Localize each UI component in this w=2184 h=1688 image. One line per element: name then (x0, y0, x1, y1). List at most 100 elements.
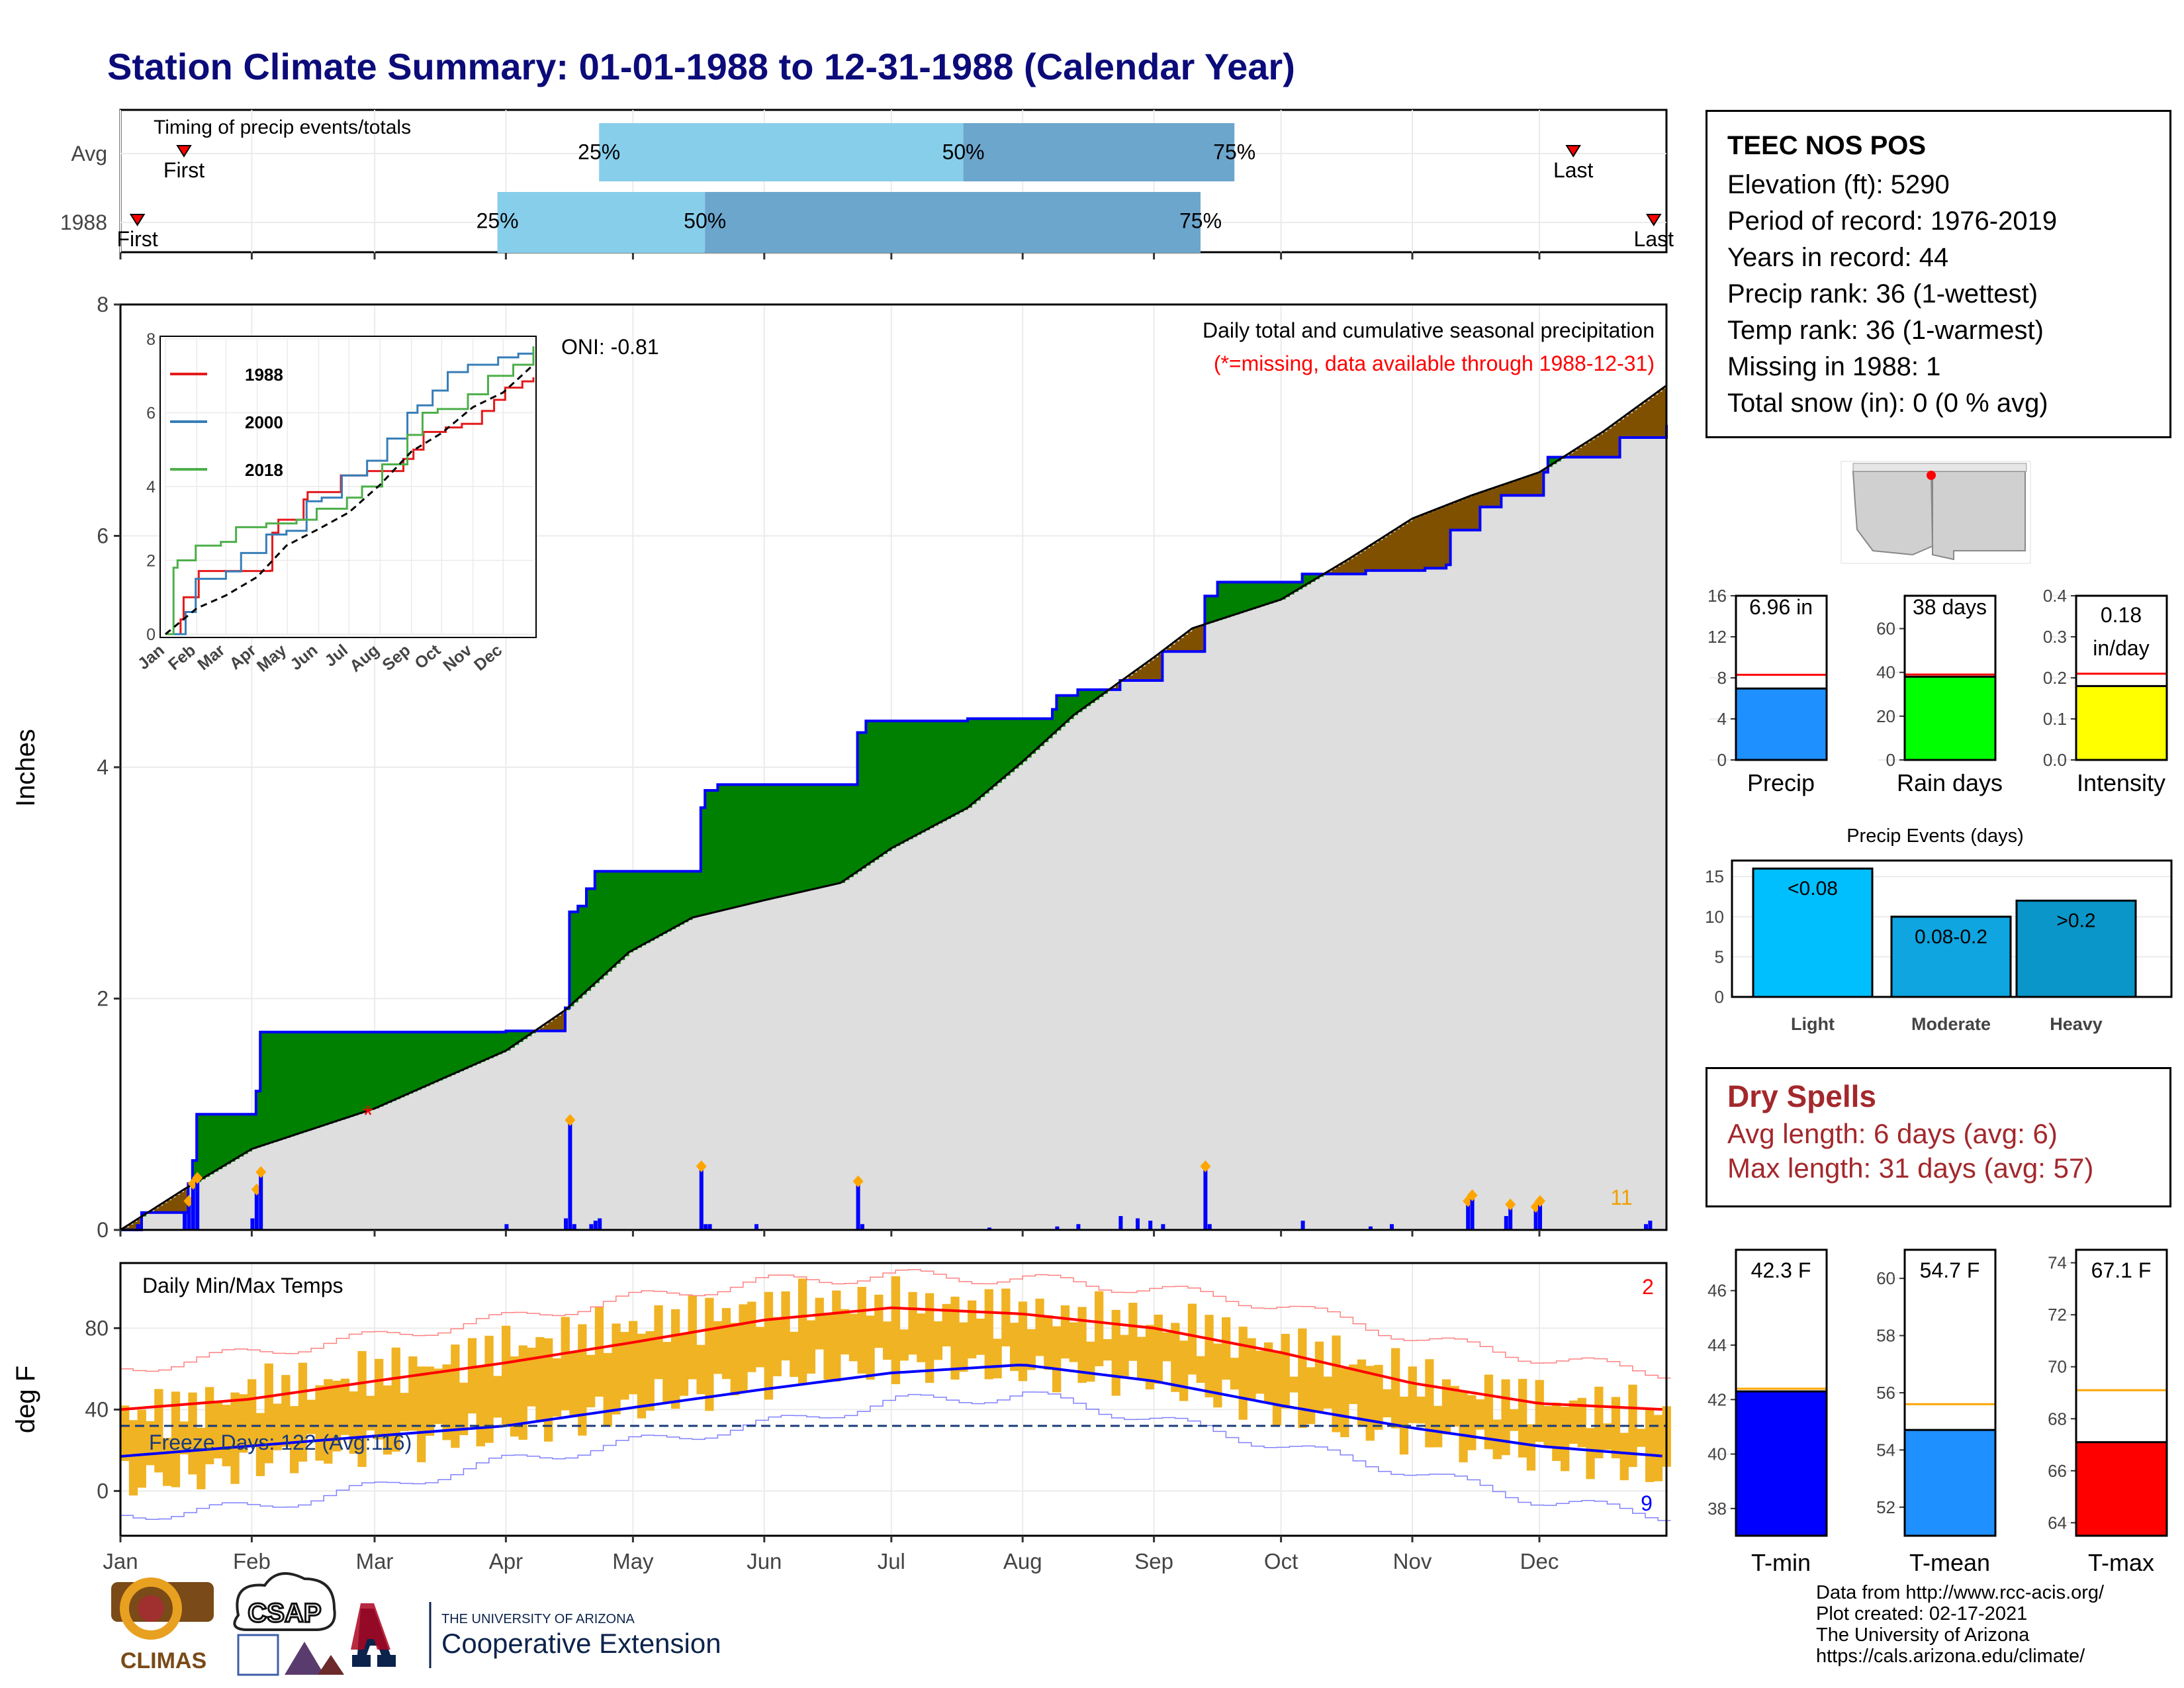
above-avg-segment (480, 1032, 485, 1062)
above-avg-segment (747, 784, 752, 905)
daily-temp-range-bar (408, 1356, 418, 1431)
above-avg-segment (946, 721, 951, 820)
daily-precip-bar (704, 1224, 708, 1230)
oni-label: ONI: -0.81 (561, 335, 659, 359)
daily-precip-bar (589, 1224, 594, 1230)
below-avg-segment (1611, 425, 1616, 457)
daily-temp-range-bar (1205, 1315, 1214, 1397)
above-avg-segment (1306, 574, 1311, 585)
above-avg-segment (421, 1032, 426, 1088)
above-avg-segment (315, 1032, 320, 1129)
above-avg-segment (954, 721, 960, 815)
daily-temp-range-bar (603, 1352, 612, 1427)
daily-temp-range-bar (857, 1287, 866, 1374)
above-avg-segment (213, 1114, 218, 1172)
above-avg-segment (383, 1032, 388, 1105)
above-avg-segment (603, 871, 608, 976)
above-avg-segment (696, 871, 702, 917)
above-avg-segment (1205, 596, 1210, 625)
summary-bar-frame (2075, 1248, 2168, 1537)
above-avg-segment (883, 721, 887, 855)
daily-temp-range-bar (493, 1376, 502, 1418)
daily-temp-range-bar (654, 1305, 663, 1380)
daily-temp-range-bar (188, 1392, 197, 1475)
daily-temp-range-bar (629, 1321, 638, 1395)
daily-temp-range-bar (1230, 1358, 1240, 1390)
daily-temp-range-bar (730, 1323, 739, 1395)
precip-subtitle: (*=missing, data available through 1988-… (1214, 352, 1655, 375)
above-avg-segment (484, 1032, 490, 1060)
below-avg-segment (1179, 637, 1184, 652)
daily-temp-range-bar (1171, 1323, 1180, 1392)
daily-temp-range-bar (502, 1325, 511, 1425)
daily-temp-range-bar (400, 1393, 409, 1431)
above-avg-segment (361, 1032, 367, 1113)
credits-line: Data from http://www.rcc-acis.org/ (1816, 1582, 2105, 1603)
month-label: Jun (747, 1549, 782, 1573)
below-avg-segment (124, 1227, 130, 1230)
above-avg-segment (925, 721, 930, 831)
above-avg-segment (1001, 718, 1007, 780)
tmax-record-line (120, 1269, 1671, 1379)
below-avg-segment (1637, 406, 1642, 438)
above-avg-segment (620, 871, 625, 961)
summary-ytick-label: 16 (1707, 586, 1727, 606)
temp-bar (1735, 1390, 1828, 1537)
above-avg-segment (798, 784, 803, 893)
above-avg-segment (226, 1114, 231, 1164)
above-avg-segment (573, 912, 578, 1003)
daily-temp-range-bar (1196, 1356, 1205, 1383)
timing-label-50: 50% (684, 209, 726, 232)
total-value-label: 6.96 in (1749, 595, 1813, 619)
below-avg-segment (1531, 475, 1536, 496)
above-avg-segment (811, 784, 816, 890)
inset-ytick-label: 6 (146, 404, 156, 423)
events-bar-label: >0.2 (2056, 910, 2095, 932)
above-avg-segment (599, 871, 604, 980)
daily-temp-range-bar (1425, 1359, 1434, 1448)
below-avg-segment (1387, 534, 1392, 571)
above-avg-segment (790, 784, 795, 895)
events-panel: Precip Events (days) 0 5 10 15 <0.08 Light 0.0… (1705, 825, 2173, 1046)
above-avg-segment (700, 808, 705, 916)
station-info-line: Elevation (ft): 5290 (1727, 170, 1950, 199)
summary-ytick-label: 60 (1876, 619, 1895, 639)
credits: Data from http://www.rcc-acis.org/ Plot … (1816, 1582, 2104, 1667)
summary-ytick-label: 46 (1707, 1281, 1727, 1301)
below-avg-segment (1175, 641, 1180, 652)
daily-temp-range-bar (1247, 1338, 1256, 1399)
below-avg-segment (1476, 494, 1480, 530)
above-avg-segment (1023, 718, 1028, 762)
daily-temp-range-bar (925, 1293, 934, 1383)
daily-precip-bar (250, 1218, 255, 1230)
above-avg-segment (324, 1032, 329, 1125)
below-avg-segment (1370, 545, 1375, 571)
above-avg-segment (823, 784, 829, 887)
above-avg-segment (933, 721, 938, 826)
below-avg-segment (1459, 500, 1464, 530)
above-avg-segment (806, 784, 811, 891)
above-avg-segment (1230, 582, 1235, 616)
event-marker (1505, 1198, 1516, 1211)
summary-ytick-label: 0 (1717, 750, 1727, 770)
daily-precip-bar (860, 1224, 864, 1230)
below-avg-segment (1590, 440, 1595, 457)
ua-logo: THE UNIVERSITY OF ARIZONA Cooperative Ex… (351, 1602, 721, 1668)
above-avg-segment (993, 718, 998, 786)
daily-temp-range-bar (1594, 1386, 1604, 1458)
events-ytick-label: 5 (1715, 947, 1724, 966)
below-avg-segment (1192, 628, 1197, 652)
inset-line-2018 (165, 346, 535, 635)
above-avg-segment (1095, 689, 1099, 700)
summary-ytick-label: 68 (2048, 1409, 2067, 1429)
daily-temp-range-bar (1238, 1327, 1248, 1420)
station-info-line: Period of record: 1976-2019 (1727, 207, 2058, 236)
daily-temp-range-bar (1543, 1406, 1553, 1448)
daily-temp-range-bar (798, 1278, 807, 1385)
above-avg-segment (1234, 582, 1240, 615)
temps-bottom-count: 9 (1641, 1491, 1653, 1515)
below-avg-segment (1404, 524, 1409, 571)
below-avg-segment (1662, 388, 1667, 438)
month-label: Nov (1393, 1549, 1432, 1573)
below-avg-segment (1187, 632, 1193, 652)
